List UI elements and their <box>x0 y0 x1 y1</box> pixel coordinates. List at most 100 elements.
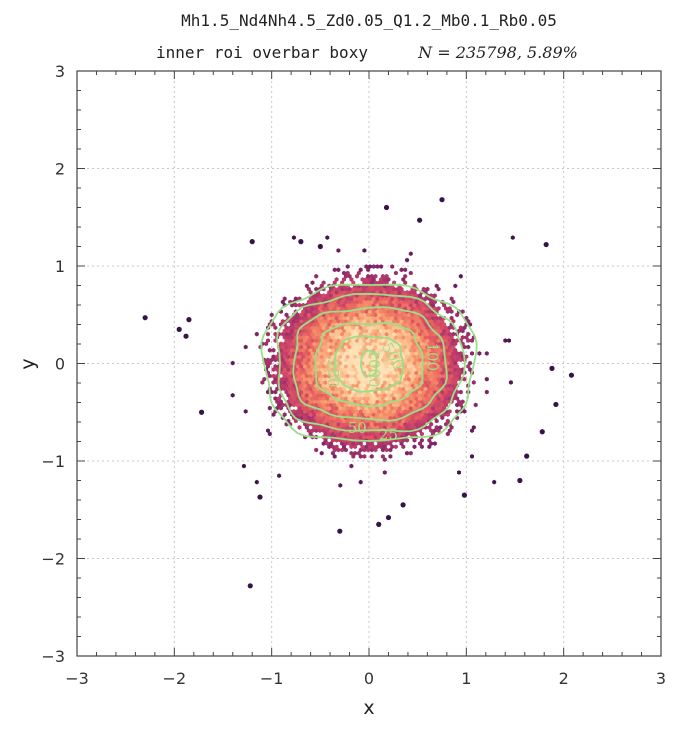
hexbin-cell <box>432 357 437 363</box>
hexbin-cell <box>393 425 398 430</box>
hexbin-cell <box>299 331 304 337</box>
hexbin-cell <box>325 306 330 311</box>
hexbin-cell <box>336 267 341 273</box>
hexbin-cell <box>342 444 346 450</box>
hexbin-cell <box>304 309 309 314</box>
hexbin-cell <box>273 389 278 395</box>
hexbin-cell <box>280 319 285 324</box>
hexbin-cell <box>321 293 326 298</box>
hexbin-cell <box>356 270 361 276</box>
hexbin-cell <box>458 402 463 408</box>
hexbin-cell <box>330 380 335 385</box>
hexbin-cell <box>449 354 454 359</box>
hexbin-cell <box>314 319 319 324</box>
hexbin-cell <box>423 347 428 353</box>
hexbin-cell <box>425 357 430 363</box>
hexbin-cell <box>392 312 397 318</box>
hexbin-cell <box>470 428 474 433</box>
hexbin-cell <box>310 376 315 382</box>
hexbin-cell <box>393 335 398 340</box>
hexbin-cell <box>321 428 326 433</box>
hexbin-cell <box>380 299 385 305</box>
hexbin-cell <box>356 393 361 398</box>
hexbin-cell <box>288 370 293 376</box>
hexbin-cell <box>241 463 246 469</box>
hexbin-cell <box>397 296 402 302</box>
hexbin-cell <box>449 335 454 340</box>
hexbin-cell <box>369 338 374 343</box>
hexbin-cell <box>353 444 358 450</box>
hexbin-cell <box>380 415 385 421</box>
hexbin-cell <box>356 360 361 366</box>
hexbin-cell <box>377 351 382 356</box>
hexbin-cell <box>351 396 356 401</box>
hexbin-cell <box>349 341 354 347</box>
hexbin-cell <box>310 383 315 388</box>
hexbin-cell <box>380 396 385 401</box>
hexbin-cell <box>432 370 437 376</box>
contour-line-25 <box>260 283 478 442</box>
hexbin-cell <box>297 367 302 372</box>
hexbin-cell <box>369 319 374 324</box>
hexbin-cell <box>405 438 410 443</box>
hexbin-cell <box>306 344 311 350</box>
hexbin-cell <box>295 364 300 369</box>
x-tick-label: −1 <box>260 669 284 688</box>
hexbin-cell <box>319 322 324 327</box>
hexbin-cell <box>356 328 361 334</box>
hexbin-cell <box>317 389 322 395</box>
hexbin-cell <box>254 479 259 485</box>
hexbin-cell <box>423 328 428 334</box>
hexbin-cell <box>377 389 382 395</box>
hexbin-cell <box>355 409 359 414</box>
hexbin-cell <box>373 338 378 343</box>
hexbin-cell <box>401 347 406 353</box>
hexbin-cell <box>347 409 352 414</box>
hexbin-cell <box>332 267 337 273</box>
hexbin-cell <box>303 331 308 337</box>
hexbin-cell <box>425 286 430 292</box>
hexbin-cell <box>390 290 395 295</box>
hexbin-cell <box>310 280 315 285</box>
hexbin-cell <box>312 347 317 353</box>
hexbin-cell <box>429 312 434 318</box>
hexbin-cell <box>414 319 419 324</box>
outlier-point <box>198 409 205 415</box>
hexbin-cell <box>431 354 435 359</box>
hexbin-cell <box>484 389 489 395</box>
hexbin-cell <box>293 399 298 404</box>
hexbin-cell <box>405 302 410 308</box>
hexbin-cell <box>343 421 348 427</box>
hexbin-cell <box>425 409 430 414</box>
hexbin-cell <box>419 386 424 392</box>
hexbin-cell <box>299 370 304 376</box>
hexbin-cell <box>453 360 458 366</box>
hexbin-cell <box>334 405 339 411</box>
hexbin-cell <box>379 341 384 347</box>
hexbin-cell <box>373 312 378 318</box>
hexbin-cell <box>282 335 287 340</box>
hexbin-cell <box>351 319 356 324</box>
hexbin-cell <box>449 360 454 366</box>
hexbin-cell <box>369 421 374 427</box>
hexbin-cell <box>323 386 328 392</box>
hexbin-cell <box>377 376 382 382</box>
hexbin-cell <box>373 383 378 388</box>
hexbin-cell <box>280 357 285 363</box>
hexbin-cell <box>419 399 424 404</box>
contour-label-100: 100 <box>423 342 441 371</box>
hexbin-cell <box>369 344 374 350</box>
hexbin-cell <box>447 389 452 395</box>
outlier-point <box>549 365 555 371</box>
hexbin-cell <box>295 376 300 382</box>
hexbin-cell <box>271 367 276 372</box>
hexbin-cell <box>425 396 430 401</box>
hexbin-cell <box>377 338 382 343</box>
hexbin-cell <box>366 383 371 388</box>
hexbin-cell <box>353 302 358 308</box>
contour-label-25: 25 <box>379 426 398 444</box>
hexbin-cell <box>434 367 439 372</box>
hexbin-cell <box>340 357 345 363</box>
hexbin-cell <box>306 286 311 292</box>
hexbin-cell <box>319 347 324 353</box>
